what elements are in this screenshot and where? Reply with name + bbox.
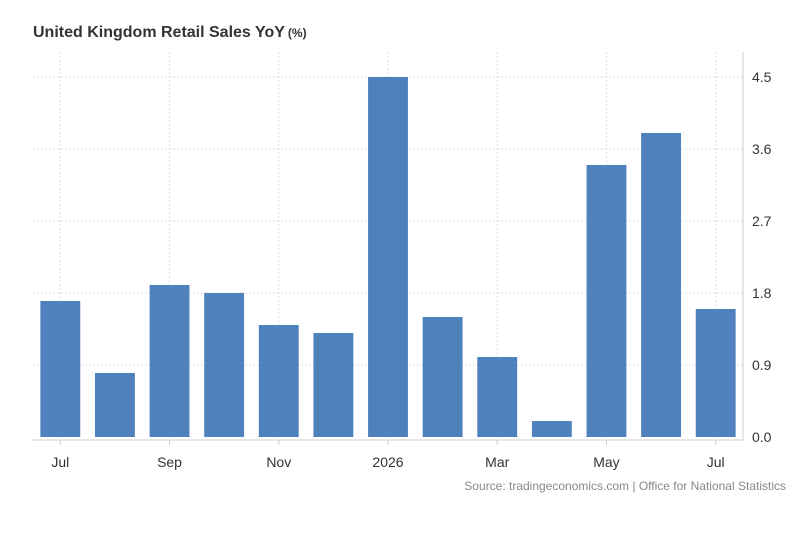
bar: [204, 293, 245, 437]
bar: [258, 325, 299, 437]
bar: [695, 309, 736, 437]
bar: [641, 133, 682, 437]
bar: [149, 285, 190, 437]
y-tick-label: 4.5: [752, 69, 772, 85]
y-tick-label: 0.9: [752, 357, 772, 373]
y-tick-label: 1.8: [752, 285, 772, 301]
x-tick-label: May: [593, 454, 619, 470]
bar: [94, 373, 135, 437]
y-tick-label: 3.6: [752, 141, 772, 157]
x-tick-label: Mar: [485, 454, 509, 470]
y-tick-label: 2.7: [752, 213, 772, 229]
chart-title-text: United Kingdom Retail Sales YoY: [33, 24, 285, 41]
bar: [313, 333, 354, 437]
x-tick-label: Jul: [707, 454, 725, 470]
bar: [586, 165, 627, 437]
bar: [368, 77, 408, 437]
x-tick-label: Nov: [266, 454, 291, 470]
bar: [422, 317, 463, 437]
chart-title-unit: (%): [287, 26, 307, 40]
x-tick-label: Jul: [51, 454, 69, 470]
bar: [531, 421, 572, 437]
y-tick-label: 0.0: [752, 429, 772, 445]
bar: [40, 301, 81, 437]
chart-title: United Kingdom Retail Sales YoY (%): [33, 24, 307, 42]
bar: [477, 357, 518, 437]
source-note: Source: tradingeconomics.com | Office fo…: [464, 479, 786, 493]
x-tick-label: 2026: [372, 454, 403, 470]
x-tick-label: Sep: [157, 454, 182, 470]
